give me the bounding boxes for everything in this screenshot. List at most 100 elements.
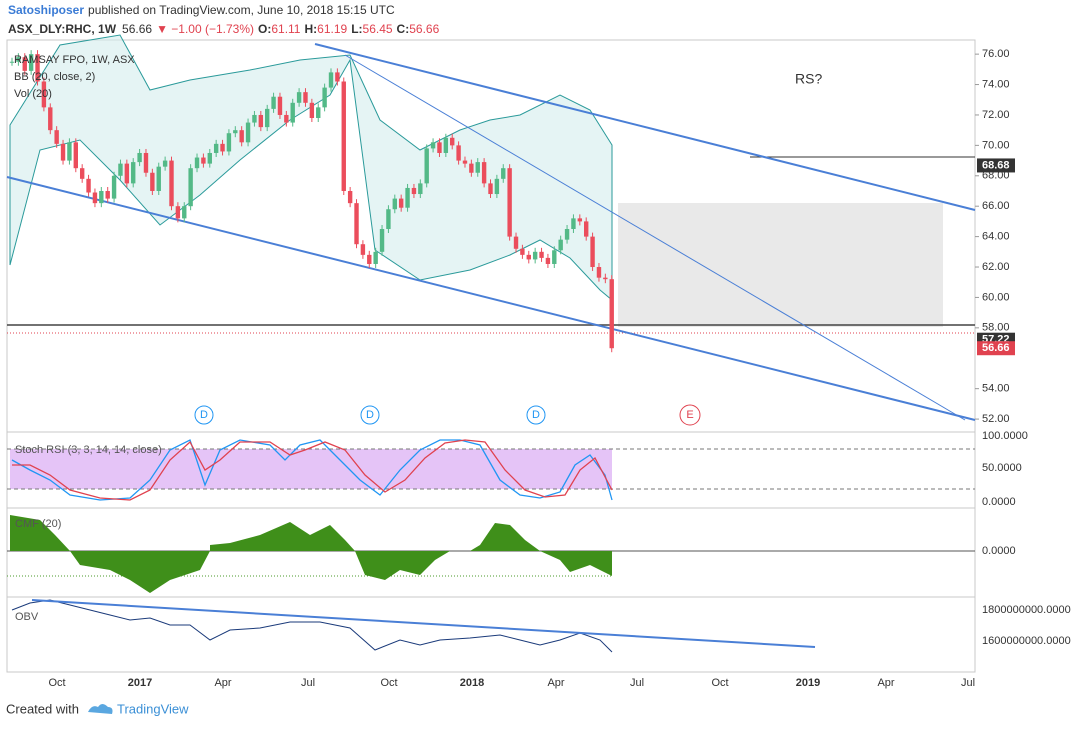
- candle: [577, 218, 583, 222]
- candle: [475, 162, 480, 173]
- candle: [220, 143, 225, 152]
- dividend-marker[interactable]: [526, 405, 546, 425]
- candle: [564, 229, 570, 240]
- o-label: O:: [258, 22, 271, 36]
- earnings-marker[interactable]: [679, 404, 701, 426]
- candle: [494, 178, 500, 195]
- price-label: 56.66: [982, 342, 1010, 354]
- candle: [239, 130, 244, 143]
- open: 61.11: [271, 22, 300, 36]
- price-tick-label: 52.00: [982, 413, 1010, 425]
- stoch-tick: 0.0000: [982, 496, 1016, 508]
- candle: [303, 92, 308, 103]
- candle: [233, 130, 238, 134]
- candle: [603, 277, 608, 280]
- candle: [341, 81, 346, 191]
- candle: [245, 122, 251, 143]
- price-tick-label: 62.00: [982, 261, 1010, 273]
- candle: [347, 190, 353, 204]
- candle: [367, 254, 372, 264]
- stoch-k: [11, 439, 613, 501]
- author[interactable]: Satoshiposer: [8, 3, 84, 17]
- candle: [99, 190, 104, 204]
- obv-trend: [31, 599, 816, 648]
- price-tick-label: 72.00: [982, 109, 1010, 121]
- candle: [418, 183, 423, 195]
- candle: [437, 142, 442, 153]
- candle: [252, 114, 257, 123]
- candle: [92, 192, 98, 204]
- price-tick-label: 58.00: [982, 322, 1010, 334]
- cmf-tick: 0.0000: [982, 545, 1016, 557]
- tv-logo: [88, 704, 113, 714]
- dividend-label: D: [532, 409, 540, 421]
- candle: [162, 160, 168, 167]
- x-tick-label: Jul: [301, 677, 315, 689]
- h-label: H:: [304, 22, 317, 36]
- candle: [156, 166, 161, 191]
- price-tick-label: 76.00: [982, 48, 1010, 60]
- candle: [545, 257, 551, 264]
- candle: [443, 137, 449, 153]
- candle: [48, 107, 53, 131]
- candle: [182, 206, 187, 219]
- candles: [9, 50, 614, 353]
- candle: [609, 279, 614, 349]
- candle: [469, 163, 474, 173]
- candle: [558, 239, 563, 251]
- candle: [271, 96, 276, 109]
- price-label-bg: [977, 341, 1015, 356]
- dividend-label: D: [366, 409, 374, 421]
- price-tick-label: 60.00: [982, 291, 1010, 303]
- x-tick-label: Oct: [48, 677, 65, 689]
- candle: [571, 218, 576, 230]
- price-label-bg: [977, 158, 1015, 173]
- legend: RAMSAY FPO, 1W, ASX BB (20, close, 2) Vo…: [14, 54, 135, 100]
- candle: [194, 157, 200, 169]
- obv-pane: [6, 596, 976, 673]
- candle: [284, 114, 289, 123]
- trend-line: [344, 54, 966, 421]
- candle: [265, 108, 270, 128]
- candle: [258, 114, 264, 128]
- candle: [316, 107, 321, 119]
- price-tick-label: 64.00: [982, 231, 1010, 243]
- dividend-label: D: [200, 409, 208, 421]
- candle: [111, 175, 117, 199]
- x-tick-label: 2019: [796, 677, 820, 689]
- stoch-tick: 50.0000: [982, 462, 1022, 474]
- candle: [290, 102, 295, 123]
- dividend-marker[interactable]: [360, 405, 380, 425]
- candle: [501, 168, 506, 179]
- candle: [169, 160, 174, 207]
- candle: [124, 163, 130, 184]
- candle: [73, 142, 78, 169]
- dividend-marker[interactable]: [194, 405, 214, 425]
- cmf-area: [10, 515, 612, 593]
- x-tick-label: Oct: [380, 677, 397, 689]
- legend-item: Vol (20): [14, 88, 52, 100]
- candle: [9, 61, 15, 63]
- change: ▼ −1.00 (−1.73%): [156, 22, 254, 36]
- candle: [309, 102, 315, 119]
- l-label: L:: [351, 22, 362, 36]
- candle: [360, 244, 366, 255]
- x-tick-label: Jul: [630, 677, 644, 689]
- candle: [137, 152, 142, 163]
- stoch-name: Stoch RSI (3, 3, 14, 14, close): [15, 444, 162, 456]
- candle: [201, 157, 206, 164]
- candle: [430, 142, 436, 149]
- annotation-rs: RS?: [795, 71, 822, 87]
- earnings-label: E: [686, 409, 693, 421]
- candle: [335, 72, 340, 82]
- obv-tick: 1600000000.0000: [982, 635, 1071, 647]
- candle: [379, 229, 385, 252]
- stoch-d: [12, 439, 613, 501]
- candle: [392, 198, 397, 210]
- pane-frames: [6, 39, 976, 673]
- candle: [277, 96, 283, 115]
- footer-brand[interactable]: TradingView: [117, 701, 189, 716]
- x-tick-label: Jul: [961, 677, 975, 689]
- candle: [150, 172, 155, 191]
